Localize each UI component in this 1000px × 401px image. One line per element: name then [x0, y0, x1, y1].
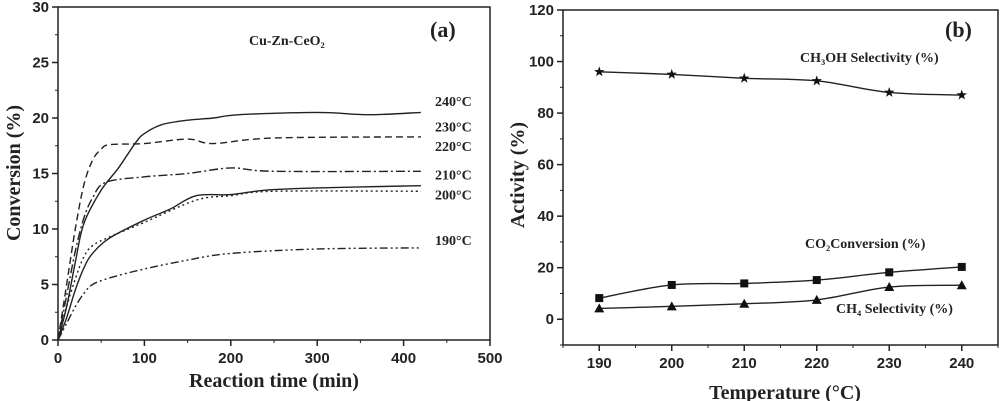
- data-point-square: [885, 268, 894, 277]
- panel-b-ylabel: Activity (%): [507, 122, 529, 228]
- data-point-square: [595, 294, 604, 303]
- data-point-square: [812, 276, 821, 285]
- x-tick-label: 0: [54, 350, 62, 367]
- series-line-230c: [57, 136, 421, 341]
- series-label: 230°C: [435, 121, 472, 136]
- x-tick-label: 500: [477, 350, 502, 367]
- x-tick-label: 400: [391, 350, 416, 367]
- x-tick-label: 200: [659, 355, 684, 372]
- panel-a-label: (a): [430, 17, 456, 42]
- y-tick-label: 0: [546, 311, 554, 328]
- y-tick-label: 80: [537, 105, 554, 122]
- x-tick-label: 210: [732, 355, 757, 372]
- y-tick-label: 30: [32, 0, 49, 16]
- data-point-square: [957, 262, 966, 271]
- y-tick-label: 20: [32, 110, 49, 127]
- y-tick-label: 0: [41, 332, 49, 349]
- series-label: 200°C: [435, 188, 472, 203]
- series-line-220c: [57, 167, 421, 341]
- data-point-star: [666, 68, 677, 79]
- series-line: [599, 284, 962, 310]
- data-point-triangle: [666, 301, 677, 311]
- y-tick-label: 100: [529, 54, 554, 71]
- y-tick-label: 120: [529, 2, 554, 19]
- series-label: CO₂Conversion (%): [805, 237, 926, 252]
- panel-a: (a) Cu-Zn-CeO₂ Reaction time (min) Conve…: [3, 0, 503, 392]
- data-point-square: [667, 280, 676, 289]
- data-point-star: [594, 66, 605, 77]
- panel-b-label: (b): [945, 17, 972, 42]
- series-label: 240°C: [435, 95, 472, 110]
- series-label: CH₄ Selectivity (%): [836, 302, 953, 317]
- series-line-190c: [57, 247, 421, 341]
- panel-a-xlabel: Reaction time (min): [189, 370, 359, 392]
- series-line: [599, 71, 962, 96]
- series-label: 220°C: [435, 140, 472, 155]
- panel-b: (b) Temperature (°C) Activity (%) 190 200…: [507, 2, 999, 401]
- data-point-star: [811, 75, 822, 86]
- x-tick-label: 200: [218, 350, 243, 367]
- y-tick-label: 40: [537, 208, 554, 225]
- series-line-240c: [57, 111, 421, 341]
- series-line-200c: [57, 190, 421, 341]
- panel-a-frame: [57, 6, 491, 341]
- y-tick-label: 25: [32, 55, 49, 72]
- panel-a-title: Cu-Zn-CeO₂: [249, 34, 325, 49]
- x-tick-label: 190: [587, 355, 612, 372]
- data-point-star: [956, 89, 967, 100]
- y-tick-label: 10: [32, 221, 49, 238]
- data-point-triangle: [884, 282, 895, 292]
- series-line-210c: [57, 185, 421, 341]
- data-point-triangle: [594, 303, 605, 313]
- panel-a-ylabel: Conversion (%): [3, 105, 25, 241]
- data-point-triangle: [739, 298, 750, 308]
- data-point-star: [884, 86, 895, 97]
- y-tick-label: 15: [32, 166, 49, 183]
- y-tick-label: 20: [537, 260, 554, 277]
- data-point-triangle: [956, 280, 967, 290]
- x-tick-label: 240: [949, 355, 974, 372]
- series-label: 190°C: [435, 234, 472, 249]
- data-point-triangle: [811, 294, 822, 304]
- x-tick-label: 220: [804, 355, 829, 372]
- series-label: 210°C: [435, 168, 472, 183]
- series-line: [599, 266, 962, 299]
- x-tick-label: 100: [132, 350, 157, 367]
- x-tick-label: 230: [877, 355, 902, 372]
- y-tick-label: 5: [41, 277, 49, 294]
- data-point-square: [740, 279, 749, 288]
- series-label: CH₃OH Selectivity (%): [800, 51, 939, 66]
- data-point-star: [739, 72, 750, 83]
- panel-b-xlabel: Temperature (°C): [709, 382, 861, 401]
- y-tick-label: 60: [537, 157, 554, 174]
- x-tick-label: 300: [305, 350, 330, 367]
